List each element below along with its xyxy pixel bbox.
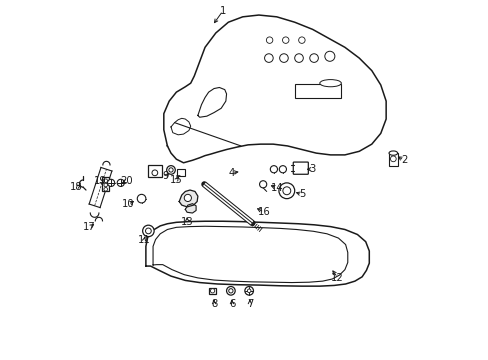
Circle shape [104,188,107,191]
Circle shape [168,168,173,172]
Circle shape [264,54,273,62]
Circle shape [142,225,154,237]
Text: 17: 17 [83,222,96,232]
Circle shape [247,289,250,293]
Text: 18: 18 [70,182,83,192]
Text: 8: 8 [210,299,217,309]
Circle shape [244,287,253,295]
Circle shape [279,166,286,173]
Text: 3: 3 [309,164,315,174]
Circle shape [266,37,272,43]
Text: 1: 1 [219,6,226,16]
Circle shape [228,289,233,293]
Ellipse shape [388,151,397,155]
Bar [102,177,109,191]
Polygon shape [198,87,226,117]
Circle shape [279,54,287,62]
Bar [209,288,215,294]
Ellipse shape [319,80,341,87]
Text: 10: 10 [122,199,134,210]
Circle shape [226,287,235,295]
Text: 5: 5 [298,189,305,199]
Text: 6: 6 [228,299,235,309]
Circle shape [184,194,191,202]
Circle shape [389,156,395,162]
Text: 11: 11 [138,235,150,245]
Text: 4: 4 [228,168,235,178]
Text: 14: 14 [270,183,283,193]
Polygon shape [171,118,190,135]
Text: 12: 12 [331,273,344,283]
Circle shape [152,170,158,176]
Circle shape [104,183,107,187]
Circle shape [270,166,277,173]
Bar [177,169,185,176]
Text: 9: 9 [162,171,168,181]
Circle shape [278,183,294,199]
Bar [294,84,341,98]
Text: 19: 19 [94,176,106,186]
Text: 7: 7 [246,299,253,309]
Circle shape [210,289,214,293]
Circle shape [282,37,288,43]
Circle shape [145,228,151,234]
Circle shape [166,166,175,174]
Circle shape [107,179,115,186]
Polygon shape [163,15,386,163]
Polygon shape [179,190,198,207]
Circle shape [259,181,266,188]
Circle shape [137,194,145,203]
FancyBboxPatch shape [293,162,308,174]
Circle shape [294,54,303,62]
Text: 13: 13 [181,217,193,227]
Bar [388,153,397,166]
Circle shape [117,179,124,186]
Circle shape [298,37,305,43]
Text: 20: 20 [121,176,133,186]
Circle shape [324,51,334,61]
Circle shape [282,187,290,195]
Polygon shape [145,221,368,286]
Circle shape [309,54,318,62]
Text: 16: 16 [257,207,270,217]
Text: 15: 15 [170,175,183,185]
Text: 2: 2 [400,155,407,165]
Bar [147,165,162,177]
Circle shape [104,179,107,183]
Polygon shape [185,204,196,213]
